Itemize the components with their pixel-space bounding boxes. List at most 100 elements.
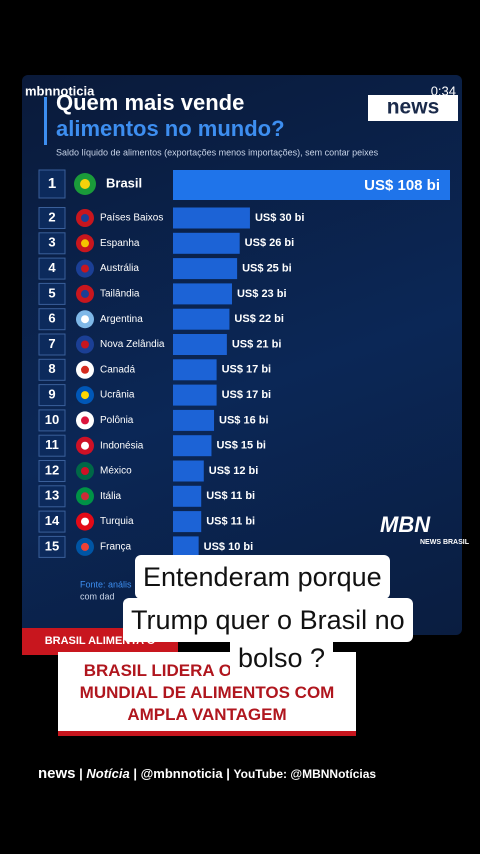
rank: 7 bbox=[48, 336, 55, 351]
headline: MUNDIAL DE ALIMENTOS COM bbox=[79, 683, 335, 702]
bar bbox=[173, 334, 227, 355]
chart-title: Quem mais vende bbox=[56, 90, 244, 115]
rank: 13 bbox=[45, 488, 59, 503]
value-label: US$ 30 bi bbox=[255, 212, 305, 224]
category-label: Turquia bbox=[100, 516, 134, 527]
bar bbox=[173, 435, 212, 457]
chart-title: alimentos no mundo? bbox=[56, 116, 285, 141]
flag-detail bbox=[81, 391, 89, 400]
flag-detail bbox=[81, 315, 89, 324]
bar bbox=[173, 170, 450, 200]
value-label: US$ 21 bi bbox=[232, 338, 282, 350]
bar bbox=[173, 207, 250, 229]
flag-detail bbox=[81, 289, 89, 298]
rank: 1 bbox=[48, 175, 56, 192]
category-label: Espanha bbox=[100, 238, 140, 249]
caption-line: Trump quer o Brasil no bbox=[123, 598, 413, 642]
value-label: US$ 15 bi bbox=[216, 440, 266, 452]
headline: AMPLA VANTAGEM bbox=[127, 705, 287, 724]
rank: 15 bbox=[45, 538, 59, 553]
category-label: Argentina bbox=[100, 314, 143, 325]
rank: 5 bbox=[48, 285, 55, 300]
rank-box bbox=[38, 510, 66, 533]
rank-box bbox=[38, 333, 66, 356]
footer-logo: news bbox=[38, 765, 76, 782]
category-label: Nova Zelândia bbox=[100, 339, 165, 350]
category-label: Polônia bbox=[100, 415, 134, 426]
rank-box bbox=[38, 358, 66, 381]
rank: 2 bbox=[48, 209, 55, 224]
brand-tag: NEWS BRASIL bbox=[420, 539, 470, 546]
footer-item: YouTube: @MBNNotícias bbox=[233, 767, 377, 781]
infographic-panel bbox=[22, 75, 462, 635]
value-label: US$ 17 bi bbox=[222, 364, 272, 376]
rank: 6 bbox=[48, 311, 55, 326]
value-label: US$ 11 bi bbox=[206, 516, 255, 528]
rank: 9 bbox=[48, 387, 55, 402]
rank-box bbox=[38, 282, 66, 305]
bar bbox=[173, 232, 240, 254]
rank-box bbox=[38, 434, 66, 457]
category-label: Canadá bbox=[100, 364, 135, 375]
category-label: México bbox=[100, 466, 132, 477]
value-label: US$ 22 bi bbox=[234, 313, 284, 325]
flag-detail bbox=[81, 365, 89, 374]
bar bbox=[173, 384, 217, 406]
value-label: US$ 26 bi bbox=[245, 237, 295, 249]
logo: news bbox=[387, 96, 440, 119]
rank: 8 bbox=[48, 361, 55, 376]
footer: news | Notícia | @mbnnoticia | YouTube: … bbox=[38, 765, 377, 782]
bar bbox=[173, 536, 199, 558]
value-label: US$ 16 bi bbox=[219, 414, 269, 426]
timestamp: 0:34 bbox=[431, 83, 456, 98]
rank-box bbox=[38, 535, 66, 558]
rank-box bbox=[38, 308, 66, 331]
source: com dad bbox=[80, 591, 115, 601]
rank-box bbox=[38, 384, 66, 407]
bar bbox=[173, 409, 215, 431]
brand-name: MBN bbox=[380, 512, 431, 537]
rank: 4 bbox=[48, 260, 56, 275]
flag-detail bbox=[81, 542, 89, 551]
caption-line: Entenderam porque bbox=[135, 555, 390, 599]
flag-detail bbox=[81, 239, 89, 248]
rank-box bbox=[38, 169, 66, 199]
title-accent bbox=[44, 97, 47, 145]
flag-detail bbox=[81, 441, 89, 450]
bar bbox=[173, 283, 232, 305]
value-label: US$ 11 bi bbox=[206, 490, 255, 502]
logo-box bbox=[368, 95, 458, 121]
value-label: US$ 108 bi bbox=[364, 177, 440, 194]
bar bbox=[173, 511, 202, 533]
footer-item: Notícia bbox=[86, 766, 130, 781]
rank-box bbox=[38, 460, 66, 482]
rank-box bbox=[38, 409, 66, 432]
rank-box bbox=[38, 232, 66, 255]
bar bbox=[173, 258, 238, 280]
bar bbox=[173, 460, 204, 482]
value-label: US$ 23 bi bbox=[237, 288, 287, 300]
rank: 10 bbox=[45, 412, 59, 427]
flag-detail bbox=[81, 492, 89, 501]
value-label: US$ 12 bi bbox=[209, 465, 259, 477]
value-label: US$ 10 bi bbox=[204, 541, 254, 553]
category-label: Países Baixos bbox=[100, 213, 163, 224]
rank: 12 bbox=[45, 462, 59, 477]
category-label: Itália bbox=[100, 491, 122, 502]
category-label: Brasil bbox=[106, 175, 142, 190]
bar bbox=[173, 359, 217, 381]
flag-detail bbox=[81, 416, 89, 425]
rank-box bbox=[38, 485, 66, 508]
caption-line: bolso ? bbox=[230, 636, 334, 680]
footer-item: @mbnnoticia bbox=[140, 766, 223, 781]
flag-detail bbox=[81, 467, 89, 475]
rank-box bbox=[38, 257, 66, 280]
flag-detail bbox=[81, 340, 89, 349]
value-label: US$ 25 bi bbox=[242, 263, 292, 275]
rank: 14 bbox=[45, 513, 60, 528]
flag-detail bbox=[80, 179, 90, 189]
value-label: US$ 17 bi bbox=[222, 389, 272, 401]
category-label: Tailândia bbox=[100, 289, 140, 300]
